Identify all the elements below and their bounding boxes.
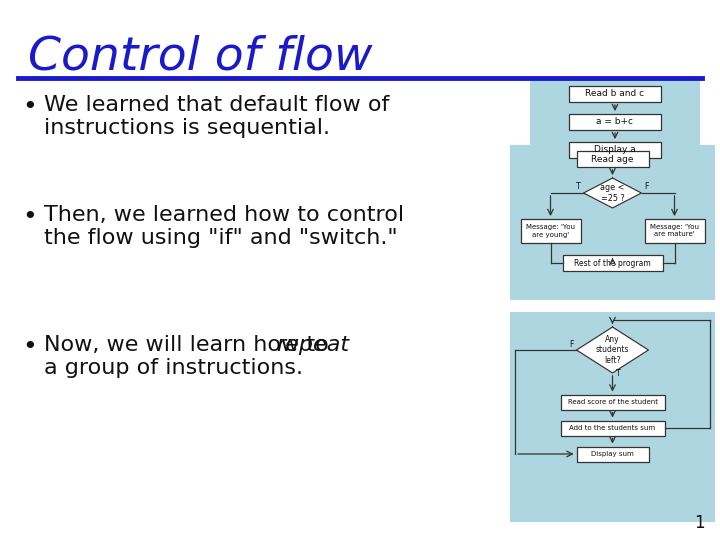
FancyBboxPatch shape (569, 142, 661, 158)
Text: instructions is sequential.: instructions is sequential. (44, 118, 330, 138)
Text: F: F (569, 340, 574, 349)
Text: repeat: repeat (276, 335, 349, 355)
Text: Read score of the student: Read score of the student (567, 399, 657, 405)
Text: Message: 'You
are mature': Message: 'You are mature' (650, 225, 699, 238)
FancyBboxPatch shape (560, 395, 665, 409)
FancyBboxPatch shape (510, 145, 715, 300)
FancyBboxPatch shape (569, 114, 661, 130)
FancyBboxPatch shape (569, 86, 661, 102)
Text: Rest of the program: Rest of the program (574, 259, 651, 267)
Text: Read age: Read age (591, 154, 634, 164)
FancyBboxPatch shape (521, 219, 580, 243)
Text: •: • (22, 335, 37, 359)
Text: •: • (22, 95, 37, 119)
Text: a = b+c: a = b+c (596, 118, 634, 126)
Text: Add to the students sum: Add to the students sum (570, 425, 656, 431)
Text: a group of instructions.: a group of instructions. (44, 358, 303, 378)
Text: We learned that default flow of: We learned that default flow of (44, 95, 390, 115)
Text: Any
students
left?: Any students left? (595, 335, 629, 365)
FancyBboxPatch shape (560, 421, 665, 435)
Text: T: T (576, 182, 580, 191)
FancyBboxPatch shape (530, 80, 700, 160)
Text: Read b and c: Read b and c (585, 90, 644, 98)
Text: the flow using "if" and "switch.": the flow using "if" and "switch." (44, 228, 397, 248)
FancyBboxPatch shape (562, 255, 662, 271)
FancyBboxPatch shape (644, 219, 704, 243)
Text: Control of flow: Control of flow (28, 35, 372, 80)
Polygon shape (583, 178, 642, 208)
Text: Now, we will learn how to: Now, we will learn how to (44, 335, 336, 355)
FancyBboxPatch shape (577, 447, 649, 462)
FancyBboxPatch shape (577, 151, 649, 167)
Text: age <
=25 ?: age < =25 ? (600, 183, 625, 202)
Text: Then, we learned how to control: Then, we learned how to control (44, 205, 404, 225)
Text: Display a: Display a (594, 145, 636, 154)
Text: T: T (616, 369, 620, 378)
Text: F: F (644, 182, 649, 191)
Text: •: • (22, 205, 37, 229)
Text: Message: 'You
are young': Message: 'You are young' (526, 225, 575, 238)
Text: Display sum: Display sum (591, 451, 634, 457)
Polygon shape (577, 327, 649, 373)
FancyBboxPatch shape (510, 312, 715, 522)
Text: 1: 1 (694, 514, 705, 532)
